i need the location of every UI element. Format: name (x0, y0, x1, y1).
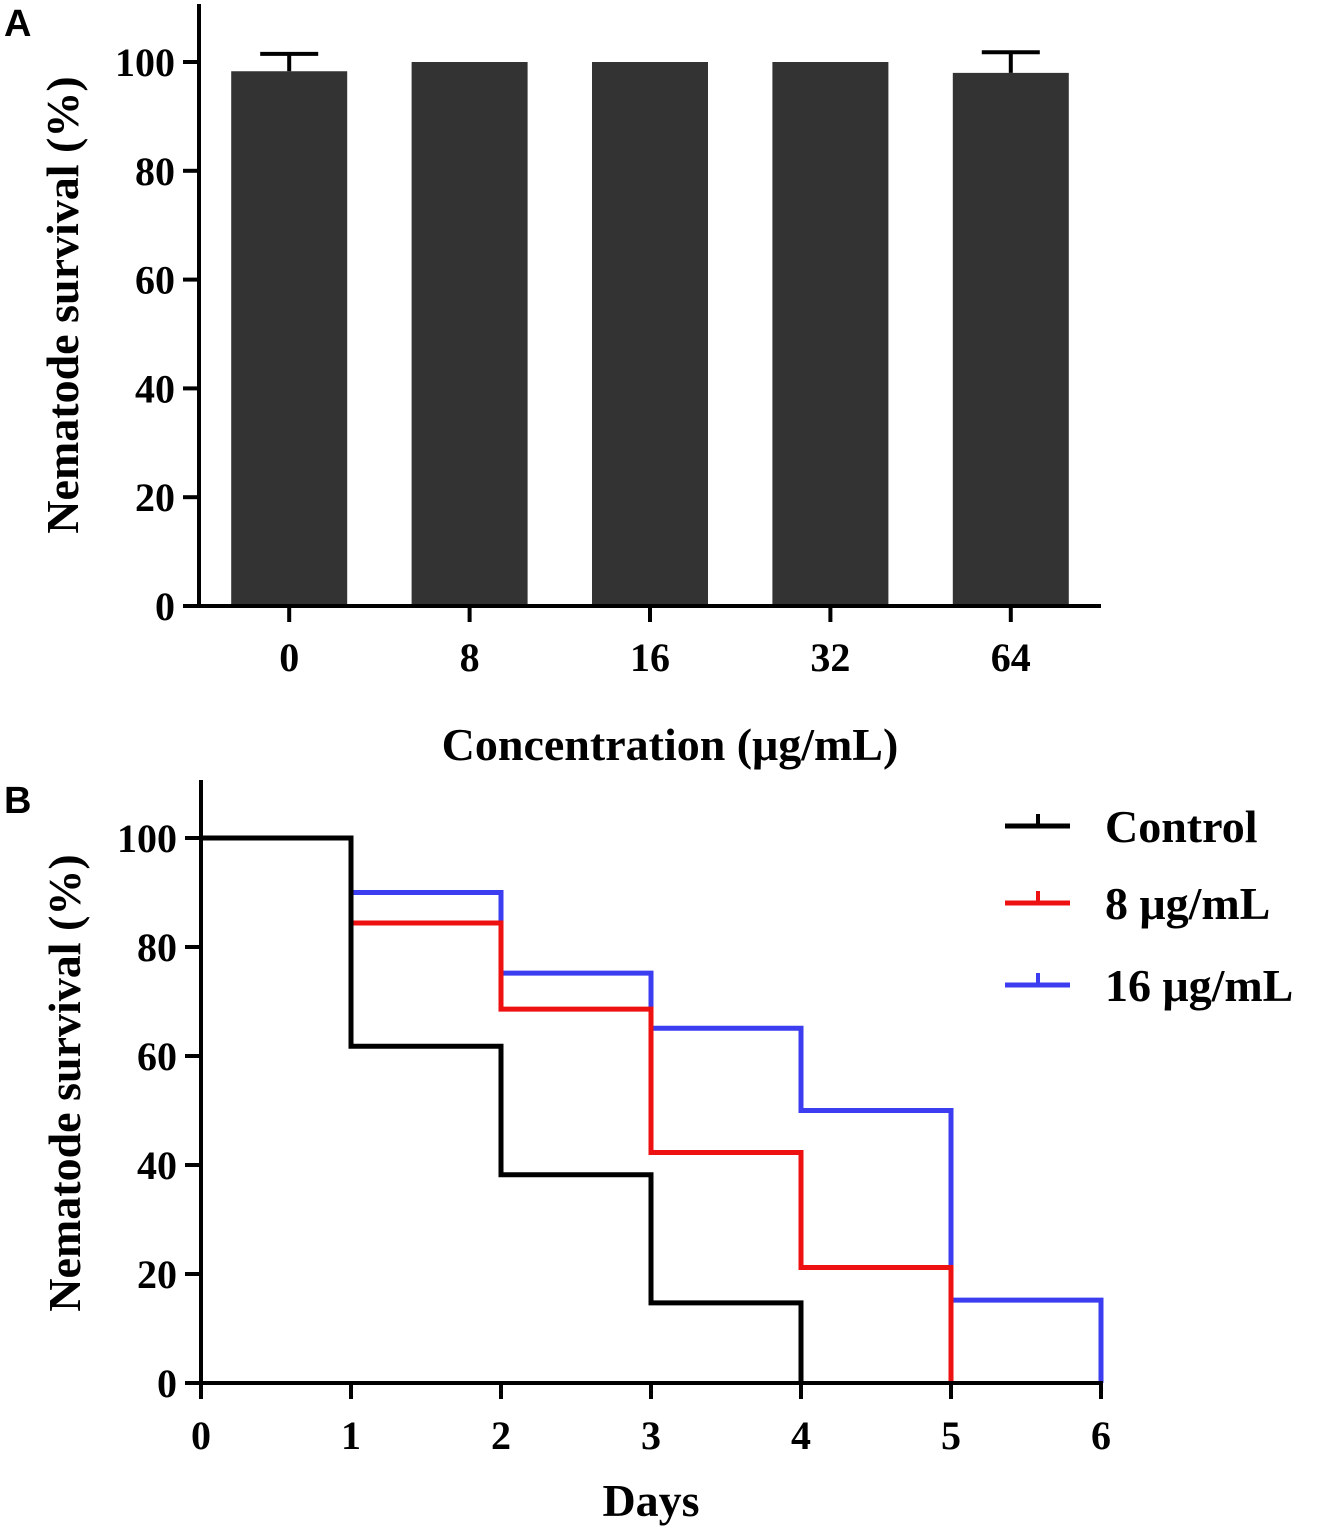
bar-0 (231, 71, 348, 607)
x-tick-label-0: 0 (191, 1413, 211, 1458)
y-tick-label-0: 0 (157, 1361, 177, 1406)
x-tick-label-16: 16 (630, 635, 670, 680)
y-tick-label-20: 20 (135, 475, 175, 520)
panel-a-bars (231, 62, 1069, 607)
y-tick-label-20: 20 (137, 1252, 177, 1297)
bar-16 (592, 62, 708, 606)
x-tick-label-0: 0 (279, 635, 299, 680)
panel-b-x-axis-title: Days (602, 1475, 699, 1526)
x-tick-label-32: 32 (810, 635, 850, 680)
x-tick-label-6: 6 (1091, 1413, 1111, 1458)
panel-b-series (201, 835, 1104, 1383)
y-tick-label-40: 40 (135, 366, 175, 411)
legend-label-16-g-ml: 16 μg/mL (1105, 960, 1293, 1011)
x-tick-label-2: 2 (491, 1413, 511, 1458)
panel-a-y-ticks: 0 20 40 60 80 100 (115, 40, 199, 629)
x-tick-label-5: 5 (941, 1413, 961, 1458)
x-tick-label-1: 1 (341, 1413, 361, 1458)
y-tick-label-100: 100 (115, 40, 175, 85)
panel-b-label: B (4, 780, 31, 822)
y-tick-label-60: 60 (137, 1034, 177, 1079)
panel-b-y-axis-title: Nematode survival (%) (39, 854, 90, 1311)
bar-32 (772, 62, 889, 606)
panel-a-x-ticks: 0 8 16 32 64 (279, 606, 1031, 680)
panel-b: B 0 20 40 60 80 100 0 1 2 3 4 5 6 Days Nematode sur… (4, 780, 1293, 1526)
legend-label-control: Control (1105, 801, 1258, 852)
panel-a-label: A (4, 3, 31, 45)
bar-8 (411, 62, 528, 606)
x-tick-label-8: 8 (460, 635, 480, 680)
panel-a-y-axis-title: Nematode survival (%) (37, 76, 88, 533)
panel-a: A 0 20 40 60 80 100 0 8 16 32 64 Concentration (μ… (4, 3, 1101, 770)
bar-64 (952, 72, 1069, 606)
panel-b-legend: Control 8 μg/mL 16 μg/mL (1005, 801, 1293, 1011)
y-tick-label-80: 80 (137, 925, 177, 970)
y-tick-label-80: 80 (135, 149, 175, 194)
y-tick-label-0: 0 (155, 584, 175, 629)
y-tick-label-60: 60 (135, 258, 175, 303)
panel-b-x-ticks: 0 1 2 3 4 5 6 (191, 1383, 1111, 1458)
legend-label-8-g-ml: 8 μg/mL (1105, 878, 1270, 929)
y-tick-label-40: 40 (137, 1143, 177, 1188)
series-line-control (201, 835, 804, 1383)
panel-a-error-bars (260, 50, 1040, 73)
x-tick-label-4: 4 (791, 1413, 811, 1458)
panel-b-y-ticks: 0 20 40 60 80 100 (117, 816, 201, 1406)
x-tick-label-3: 3 (641, 1413, 661, 1458)
panel-a-x-axis-title: Concentration (μg/mL) (442, 719, 899, 770)
x-tick-label-64: 64 (991, 635, 1031, 680)
y-tick-label-100: 100 (117, 816, 177, 861)
